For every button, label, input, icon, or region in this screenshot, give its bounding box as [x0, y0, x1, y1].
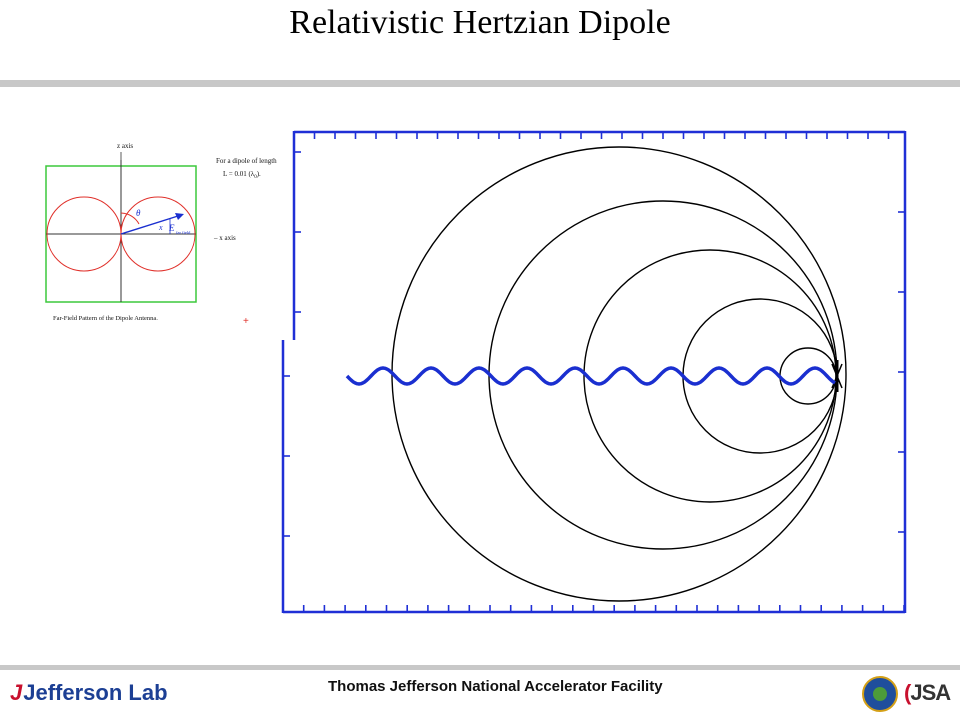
doe-seal-icon — [862, 676, 898, 712]
inset-x-axis-label: – x axis — [213, 234, 236, 242]
inset-theta-arc — [120, 212, 140, 225]
inset-far-field-sub: far field — [176, 230, 191, 235]
inset-field-vector — [120, 215, 179, 235]
jsa-swoosh-icon: ( — [904, 680, 911, 705]
inset-note-line1: For a dipole of length — [216, 157, 277, 165]
jsa-text: JSA — [910, 680, 951, 705]
inset-x-symbol: x — [158, 223, 163, 232]
main-plot — [281, 130, 907, 614]
logo-text: Jefferson Lab — [23, 680, 168, 705]
wavefront-circle-2 — [488, 200, 838, 550]
slide-title: Relativistic Hertzian Dipole — [289, 4, 671, 41]
plus-marker: + — [243, 316, 249, 327]
axis-ticks — [282, 131, 905, 613]
facility-name: Thomas Jefferson National Accelerator Fa… — [328, 678, 663, 695]
jefferson-lab-swoosh-icon: J — [10, 680, 23, 705]
inset-e-symbol: E — [168, 223, 175, 233]
footer-divider — [0, 665, 960, 670]
title-divider — [0, 80, 960, 87]
inset-vector-arrowhead — [175, 213, 184, 220]
inset-caption: Far-Field Pattern of the Dipole Antenna. — [53, 315, 158, 322]
inset-note-line2: L = 0.01 (λ0). — [223, 170, 261, 180]
wavefront-circle-3 — [583, 249, 837, 503]
jefferson-lab-logo: JJefferson Lab — [10, 680, 168, 706]
jsa-logo: (JSA — [904, 680, 951, 706]
inset-z-axis-label: z axis — [117, 142, 133, 150]
inset-diagram: z axis – x axis θ x E far field For a di… — [45, 142, 277, 327]
inset-theta-label: θ — [136, 208, 141, 218]
emitted-wave-trail — [345, 366, 836, 386]
